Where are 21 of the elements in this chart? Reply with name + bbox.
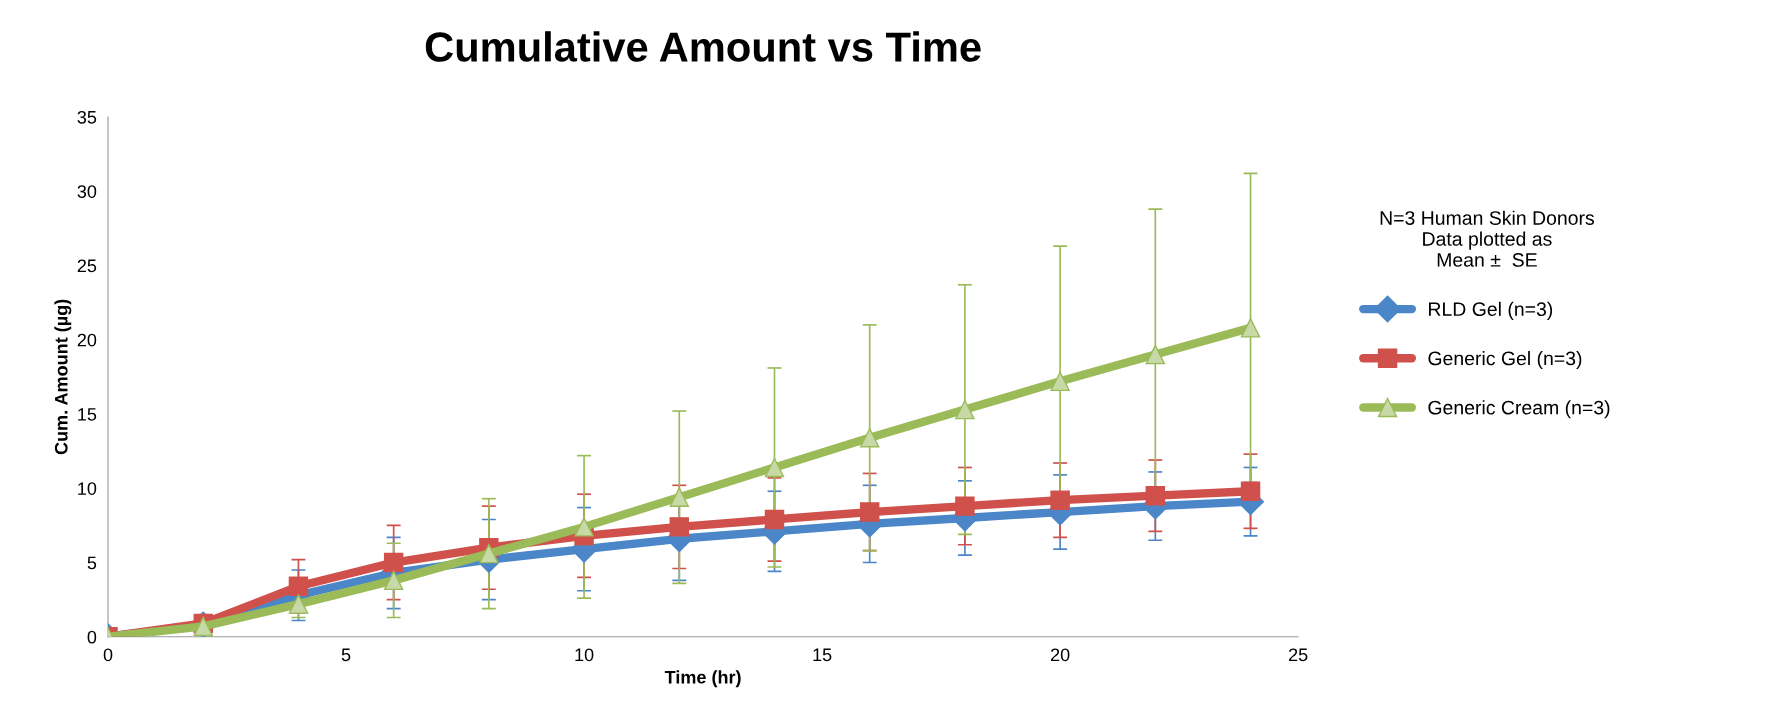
legend-title: N=3 Human Skin Donors Data plotted as Mean ± SE — [1380, 210, 1595, 267]
x-tick-label: 10 — [575, 648, 594, 662]
x-axis-title: Time (hr) — [664, 670, 741, 688]
chart-title: Cumulative Amount vs Time — [425, 31, 981, 62]
y-tick-label: 5 — [87, 556, 97, 570]
legend-label: Generic Cream (n=3) — [1428, 400, 1610, 419]
x-tick-label: 5 — [341, 648, 351, 662]
y-tick-label: 30 — [77, 185, 97, 198]
y-axis-title: Cum. Amount (µg) — [54, 299, 72, 455]
y-tick-label: 20 — [77, 333, 97, 347]
y-tick-label: 35 — [77, 110, 97, 124]
y-tick-label: 15 — [78, 408, 97, 421]
x-tick-label: 20 — [1050, 648, 1070, 662]
legend-label: RLD Gel (n=3) — [1429, 301, 1553, 320]
legend-label: Generic Gel (n=3) — [1428, 351, 1582, 370]
x-tick-label: 0 — [103, 648, 113, 662]
y-tick-label: 25 — [77, 259, 97, 273]
y-tick-label: 10 — [78, 482, 97, 495]
y-tick-label: 0 — [87, 630, 97, 644]
x-tick-label: 25 — [1289, 648, 1308, 662]
x-tick-label: 15 — [813, 648, 832, 662]
